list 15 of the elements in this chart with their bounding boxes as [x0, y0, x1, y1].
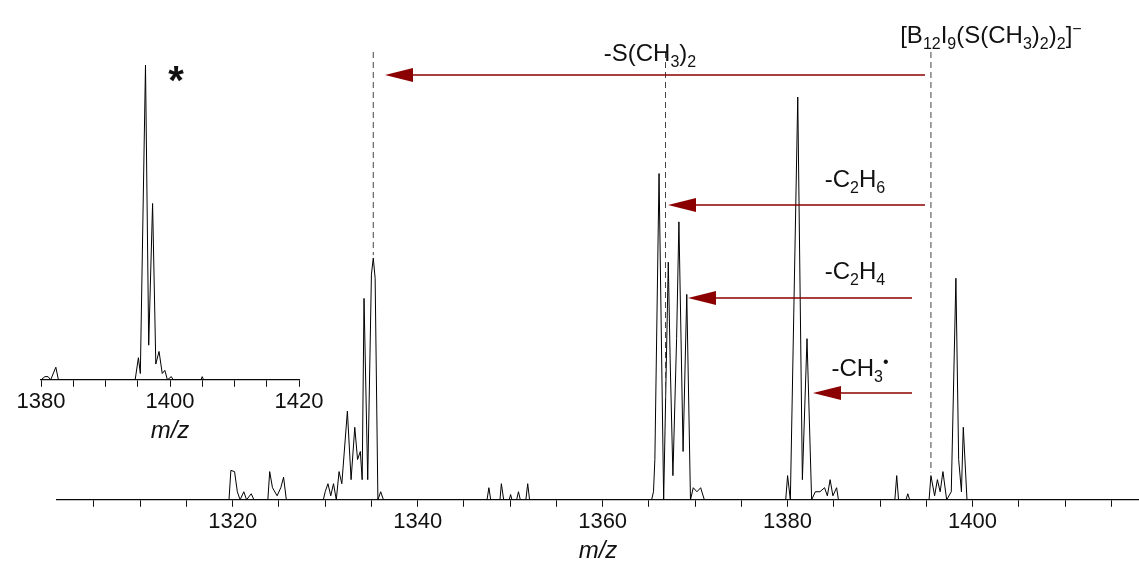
- x-tick-label: 1400: [948, 508, 998, 534]
- annotation: -C$_{2}$H$_{6}$: [824, 165, 886, 196]
- x-axis-title: m/z: [150, 416, 190, 444]
- text: [B$_{12}$I$_{9}$(S(CH$_{3}$)$_{2}$)$_{2}$]$^{−}$: [900, 20, 1082, 52]
- x-tick-label: 1380: [16, 388, 66, 414]
- text: -S(CH$_{3}$)$_{2}$: [603, 39, 697, 70]
- x-tick-label: 1360: [578, 508, 628, 534]
- x-tick-label: 1420: [274, 388, 324, 414]
- x-tick-label: 1320: [208, 508, 258, 534]
- x-tick-label: 1400: [145, 388, 195, 414]
- annotation: *: [168, 58, 184, 102]
- x-tick-label: 1340: [393, 508, 443, 534]
- x-tick-label: 1380: [763, 508, 813, 534]
- x-axis-title: m/z: [578, 536, 618, 564]
- annotation: -C$_{2}$H$_{4}$: [824, 257, 886, 288]
